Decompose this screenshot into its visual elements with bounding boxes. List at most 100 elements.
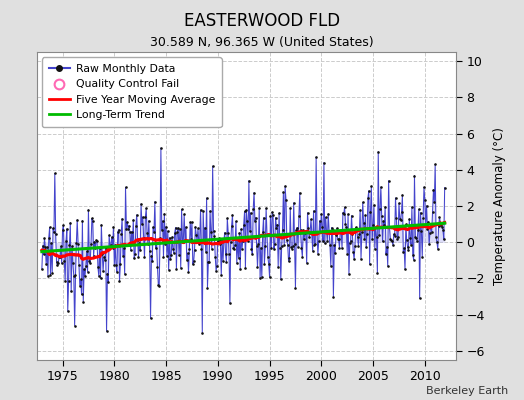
Point (115, 278, 124, 284)
Point (311, 241, 320, 247)
Point (379, 218, 388, 224)
Point (426, 230, 434, 236)
Point (136, 247, 145, 253)
Point (132, 222, 140, 229)
Point (202, 249, 210, 255)
Point (307, 216, 315, 223)
Point (318, 224, 326, 230)
Point (390, 233, 399, 239)
Point (321, 240, 329, 246)
Point (266, 212, 275, 219)
Point (421, 196, 429, 203)
Point (153, 264, 161, 270)
Point (297, 245, 305, 251)
Point (335, 244, 344, 251)
Point (97, 221, 105, 228)
Point (142, 205, 150, 212)
Point (151, 198, 159, 205)
Point (196, 206, 205, 213)
Point (358, 229, 366, 236)
Point (337, 228, 345, 234)
Point (151, 245, 160, 252)
Point (353, 227, 361, 233)
Point (244, 238, 252, 244)
Point (432, 234, 440, 240)
Point (233, 260, 241, 266)
Point (395, 200, 403, 206)
Point (206, 208, 214, 214)
Point (186, 219, 194, 225)
Point (314, 250, 322, 257)
Point (214, 238, 222, 244)
Point (113, 269, 121, 275)
Text: EASTERWOOD FLD: EASTERWOOD FLD (184, 12, 340, 30)
Point (47, 240, 56, 246)
Text: 30.589 N, 96.365 W (United States): 30.589 N, 96.365 W (United States) (150, 36, 374, 49)
Point (346, 240, 354, 246)
Point (150, 229, 158, 235)
Point (323, 237, 332, 244)
Point (145, 218, 153, 224)
Point (177, 264, 185, 271)
Point (42, 261, 50, 267)
Point (60, 258, 69, 264)
Point (294, 244, 302, 250)
Point (348, 231, 356, 238)
Point (357, 256, 365, 262)
Point (427, 221, 435, 227)
Point (86, 260, 94, 266)
Point (319, 238, 328, 244)
Point (306, 229, 314, 235)
Point (231, 242, 239, 249)
Point (58, 227, 67, 233)
Point (174, 225, 182, 231)
Point (68, 243, 76, 250)
Point (397, 208, 406, 215)
Point (77, 276, 85, 282)
Point (381, 204, 389, 210)
Point (414, 206, 423, 212)
Point (212, 268, 220, 274)
Point (257, 245, 265, 251)
Point (184, 269, 193, 275)
Point (46, 272, 54, 278)
Point (258, 229, 267, 236)
Point (202, 195, 211, 201)
Point (283, 242, 292, 248)
Point (139, 235, 148, 241)
Point (96, 275, 105, 281)
Point (70, 322, 79, 329)
Point (417, 209, 425, 216)
Point (141, 214, 149, 220)
Point (90, 238, 99, 245)
Point (234, 255, 243, 261)
Point (235, 230, 244, 236)
Point (326, 242, 334, 248)
Point (182, 257, 191, 263)
Point (79, 299, 88, 305)
Point (285, 258, 293, 264)
Point (98, 250, 106, 257)
Point (119, 253, 127, 259)
Point (425, 241, 433, 248)
Point (401, 266, 409, 272)
Point (414, 227, 422, 233)
Point (405, 216, 413, 222)
Point (222, 259, 231, 265)
Point (343, 250, 352, 257)
Point (280, 242, 288, 248)
Point (241, 208, 249, 214)
Point (373, 270, 381, 276)
Point (433, 246, 442, 252)
Point (88, 215, 96, 222)
Point (39, 242, 47, 249)
Point (291, 284, 300, 291)
Point (54, 260, 62, 266)
Point (259, 214, 268, 221)
Point (287, 243, 296, 250)
Point (286, 205, 294, 211)
Point (122, 226, 130, 232)
Point (279, 189, 288, 196)
Point (230, 246, 238, 252)
Point (114, 226, 123, 233)
